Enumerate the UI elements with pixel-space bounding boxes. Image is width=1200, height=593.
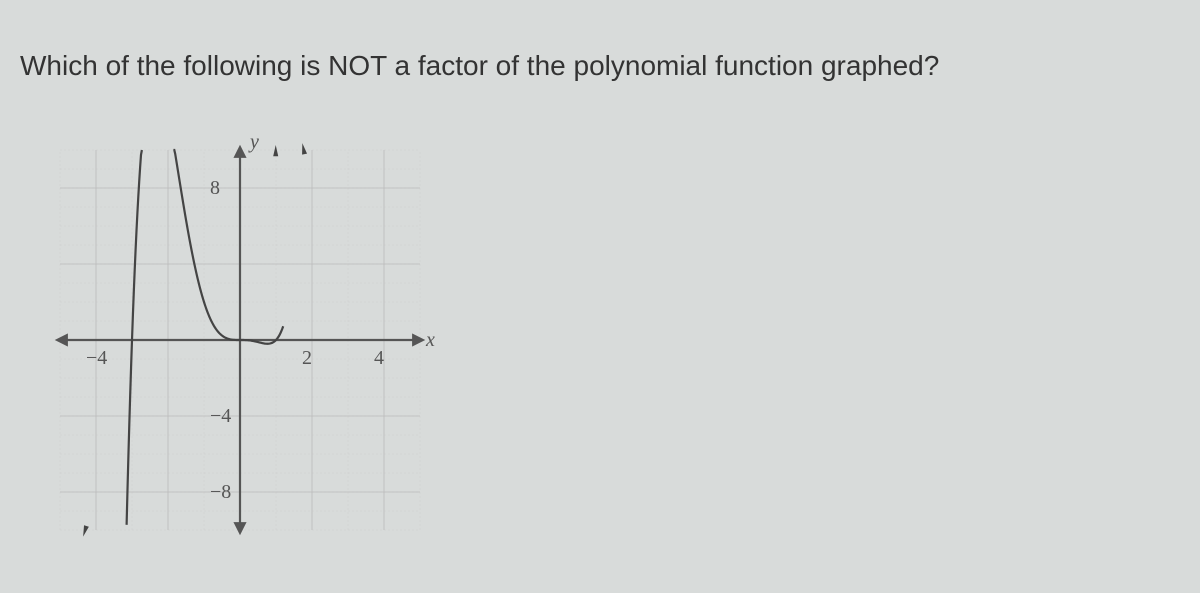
y-tick-label: −8 <box>210 481 231 503</box>
question-text: Which of the following is NOT a factor o… <box>0 0 1200 82</box>
x-tick-label: 4 <box>374 347 384 369</box>
y-tick-label: −4 <box>210 405 231 427</box>
curve-arrow-icon <box>302 143 307 154</box>
curve-arrow-icon <box>273 145 278 156</box>
polynomial-curve <box>127 150 284 525</box>
x-tick-label: −4 <box>86 347 107 369</box>
x-tick-label: 2 <box>302 347 312 369</box>
curve-arrow-icon <box>83 525 89 536</box>
y-axis-label: y <box>248 131 259 153</box>
y-tick-label: 8 <box>210 177 220 199</box>
x-axis-label: x <box>425 329 435 351</box>
polynomial-graph: y x −4 2 4 −8 −4 8 <box>40 130 440 550</box>
